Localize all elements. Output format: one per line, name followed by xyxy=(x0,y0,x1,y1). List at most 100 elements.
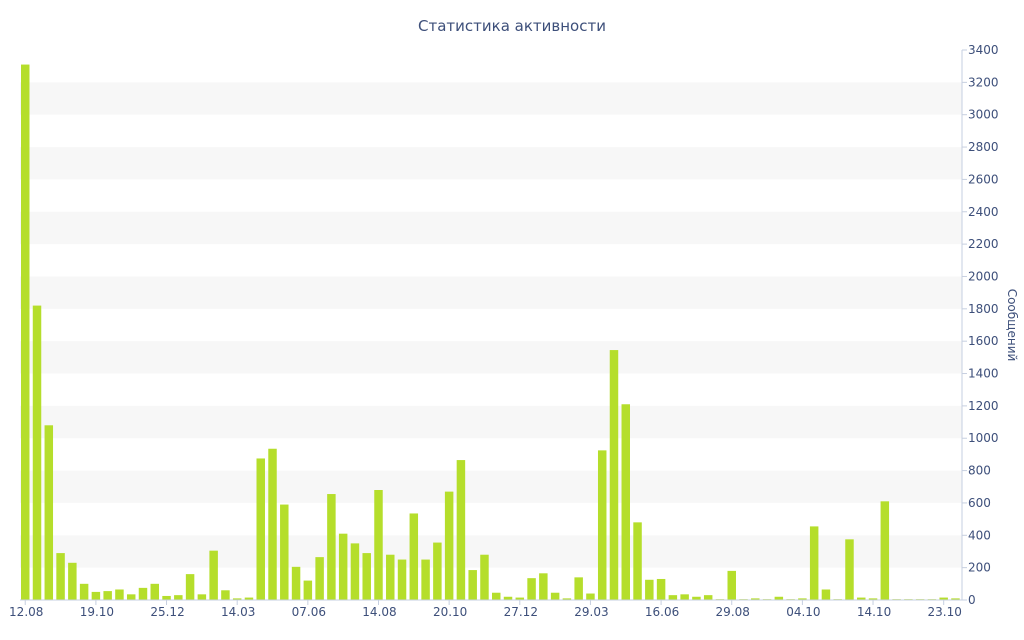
bar xyxy=(868,598,878,600)
bar xyxy=(21,64,30,600)
y-tick-label: 2800 xyxy=(968,140,999,154)
bar xyxy=(185,574,195,600)
bar xyxy=(232,598,242,600)
bar xyxy=(115,589,124,600)
bar xyxy=(539,573,548,600)
bar xyxy=(32,305,42,600)
y-axis-ticks: 0 200 400 600 800 1000 1200 1400 1600 1800 2000 220… xyxy=(962,43,999,607)
bar xyxy=(56,553,65,600)
bar xyxy=(91,591,101,600)
x-tick-label: 20.10 xyxy=(433,605,467,619)
bar xyxy=(680,594,689,600)
bar xyxy=(244,597,254,600)
bar xyxy=(150,583,160,600)
bar xyxy=(138,587,148,600)
bar xyxy=(939,597,948,600)
x-tick-label: 29.08 xyxy=(716,605,750,619)
x-tick-label: 14.10 xyxy=(857,605,891,619)
bar xyxy=(621,404,630,600)
bar xyxy=(515,597,525,600)
bar xyxy=(268,448,277,600)
bar xyxy=(586,593,595,600)
bar xyxy=(492,592,501,600)
bar xyxy=(350,543,360,600)
bar xyxy=(821,589,831,600)
bar xyxy=(809,526,819,600)
bar xyxy=(880,501,890,600)
bar xyxy=(409,513,419,600)
bar xyxy=(79,583,89,600)
grid-band xyxy=(20,535,962,568)
bar xyxy=(751,598,760,600)
x-tick-label: 16.06 xyxy=(645,605,679,619)
y-tick-label: 3200 xyxy=(968,75,999,89)
x-axis-ticks: 12.08 19.10 25.12 14.03 07.06 14.08 20.10 27.12… xyxy=(9,600,962,619)
bar xyxy=(362,553,371,600)
bar xyxy=(221,590,230,600)
grid-band xyxy=(20,82,962,115)
grid-band xyxy=(20,470,962,503)
bar xyxy=(857,597,866,600)
bar xyxy=(327,494,336,600)
y-tick-label: 1400 xyxy=(968,367,999,381)
y-tick-label: 400 xyxy=(968,528,991,542)
bar xyxy=(444,491,454,600)
grid-band xyxy=(20,276,962,309)
bar xyxy=(692,596,701,600)
bar xyxy=(774,596,784,600)
x-tick-label: 12.08 xyxy=(9,605,43,619)
y-tick-label: 3400 xyxy=(968,43,999,57)
y-axis-title: Сообщений xyxy=(1005,289,1019,362)
bar-series xyxy=(21,64,960,600)
grid-band xyxy=(20,405,962,439)
x-tick-label: 14.08 xyxy=(362,605,396,619)
bar xyxy=(574,577,583,600)
y-tick-label: 1600 xyxy=(968,334,999,348)
grid-band xyxy=(20,211,962,245)
x-tick-label: 07.06 xyxy=(292,605,326,619)
bar xyxy=(256,458,265,600)
bar xyxy=(126,594,136,600)
bar xyxy=(291,566,301,600)
bar xyxy=(374,490,383,600)
bar xyxy=(550,592,560,600)
bar xyxy=(633,522,642,600)
y-tick-label: 2600 xyxy=(968,172,999,186)
bar xyxy=(656,578,666,600)
bar xyxy=(668,595,678,600)
y-tick-label: 800 xyxy=(968,464,991,478)
x-tick-label: 19.10 xyxy=(80,605,114,619)
x-tick-label: 25.12 xyxy=(150,605,184,619)
bar xyxy=(209,550,218,600)
grid-band xyxy=(20,341,962,374)
bar xyxy=(456,460,466,600)
bar xyxy=(421,559,430,600)
bar xyxy=(280,504,289,600)
y-tick-label: 2200 xyxy=(968,237,999,251)
x-tick-label: 04.10 xyxy=(786,605,820,619)
x-tick-label: 29.03 xyxy=(574,605,608,619)
bar xyxy=(303,580,313,600)
bar xyxy=(527,578,536,600)
y-tick-label: 2000 xyxy=(968,269,999,283)
bar xyxy=(103,591,112,600)
bar xyxy=(315,557,324,600)
x-tick-label: 23.10 xyxy=(928,605,962,619)
bar xyxy=(174,595,183,600)
bar xyxy=(597,450,607,600)
y-tick-label: 1000 xyxy=(968,431,999,445)
grid-bands xyxy=(20,82,962,568)
y-tick-label: 1200 xyxy=(968,399,999,413)
bar xyxy=(468,570,477,600)
bar xyxy=(397,559,407,600)
y-tick-label: 0 xyxy=(968,593,976,607)
bar xyxy=(703,595,713,600)
bar xyxy=(197,594,207,600)
bar xyxy=(845,539,854,600)
y-tick-label: 3000 xyxy=(968,108,999,122)
chart-title: Статистика активности xyxy=(418,17,606,35)
y-tick-label: 200 xyxy=(968,561,991,575)
bar xyxy=(798,598,807,600)
bar xyxy=(386,554,395,600)
